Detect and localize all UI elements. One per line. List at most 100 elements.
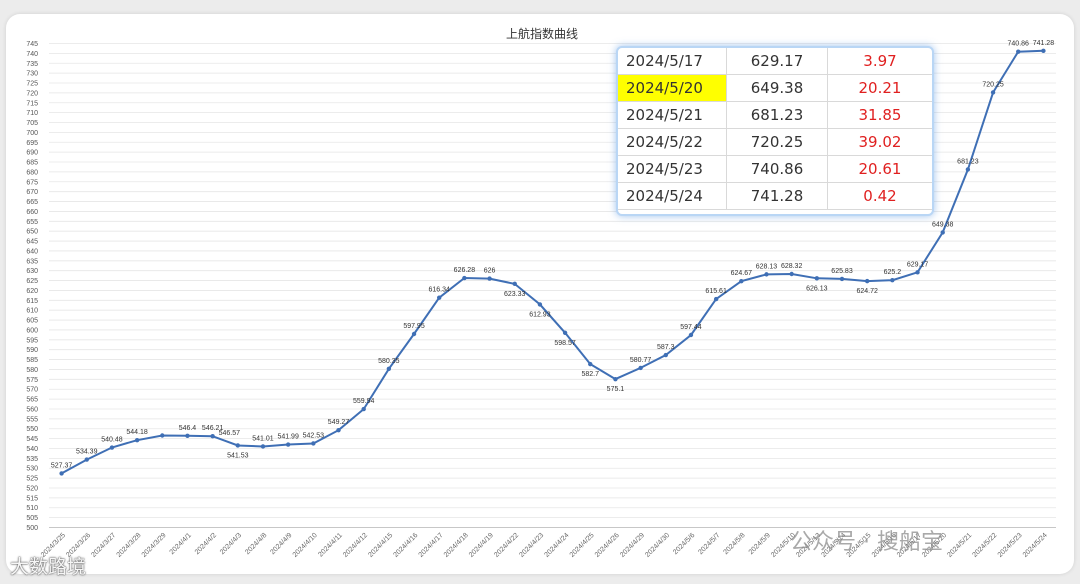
- x-tick-label: 2024/4/29: [619, 532, 646, 559]
- y-tick-label: 570: [26, 387, 38, 394]
- data-point: [789, 271, 794, 277]
- x-tick-label: 2024/3/29: [141, 532, 168, 559]
- inset-change-cell: 3.97: [827, 48, 932, 75]
- data-point: [739, 279, 744, 284]
- data-label: 624.67: [731, 270, 753, 277]
- y-tick-label: 745: [26, 41, 38, 48]
- data-point: [311, 441, 316, 446]
- data-label: 629.17: [907, 261, 929, 268]
- x-tick-label: 2024/4/17: [418, 532, 445, 559]
- x-tick-label: 2024/4/9: [269, 532, 293, 556]
- data-point: [134, 438, 140, 443]
- data-point: [185, 433, 190, 439]
- y-tick-label: 510: [26, 505, 38, 512]
- y-tick-label: 525: [26, 476, 38, 483]
- inset-date-cell: 2024/5/22: [618, 128, 727, 156]
- x-tick-label: 2024/4/11: [317, 532, 344, 559]
- data-point: [915, 270, 920, 275]
- y-tick-label: 695: [26, 140, 38, 147]
- inset-date-cell: 2024/5/23: [618, 155, 727, 183]
- data-label: 549.27: [328, 419, 350, 426]
- data-label: 541.01: [252, 435, 274, 442]
- data-point: [1016, 49, 1021, 54]
- y-tick-label: 535: [26, 456, 38, 463]
- y-tick-label: 520: [26, 485, 38, 492]
- y-tick-label: 710: [26, 110, 38, 117]
- data-point: [990, 90, 996, 95]
- x-tick-label: 2024/5/9: [748, 532, 772, 556]
- y-tick-label: 655: [26, 219, 38, 226]
- data-point: [462, 275, 467, 281]
- inset-row: 2024/5/24 741.28 0.42: [618, 182, 932, 210]
- x-tick-label: 2024/5/7: [697, 532, 721, 556]
- data-label: 720.25: [982, 81, 1004, 88]
- y-tick-label: 590: [26, 347, 38, 354]
- y-tick-label: 540: [26, 446, 38, 453]
- data-points: [59, 48, 1046, 476]
- y-tick-label: 530: [26, 466, 38, 473]
- data-label: 541.99: [277, 434, 299, 441]
- data-label: 628.13: [756, 263, 778, 270]
- data-point: [864, 278, 870, 284]
- data-point: [814, 276, 820, 281]
- data-point: [663, 352, 668, 358]
- y-tick-label: 680: [26, 169, 38, 176]
- data-label: 623.33: [504, 291, 526, 298]
- data-label: 681.23: [957, 158, 979, 165]
- y-tick-label: 645: [26, 239, 38, 246]
- x-tick-label: 2024/5/8: [723, 532, 747, 556]
- data-label: 580.77: [630, 357, 652, 364]
- inset-table: 2024/5/17 629.17 3.97 2024/5/20 649.38 20.21 2…: [616, 46, 934, 216]
- y-tick-label: 620: [26, 288, 38, 295]
- x-tick-label: 2024/4/24: [544, 532, 571, 559]
- y-tick-label: 625: [26, 278, 38, 285]
- chart-title: 上航指数曲线: [506, 26, 578, 41]
- data-point: [588, 361, 593, 367]
- x-tick-label: 2024/5/21: [946, 532, 973, 559]
- y-tick-label: 615: [26, 298, 38, 305]
- data-label: 546.4: [179, 425, 197, 432]
- y-tick-label: 730: [26, 71, 38, 78]
- x-tick-label: 2024/4/26: [594, 532, 621, 559]
- data-point: [839, 276, 845, 282]
- y-tick-label: 550: [26, 426, 38, 433]
- inset-table-grid: 2024/5/17 629.17 3.97 2024/5/20 649.38 20.21 2…: [618, 48, 932, 210]
- inset-row: 2024/5/17 629.17 3.97: [618, 48, 932, 75]
- data-label: 624.72: [856, 288, 878, 295]
- x-tick-label: 2024/4/19: [468, 532, 495, 559]
- inset-change-cell: 31.85: [827, 101, 932, 129]
- data-label: 615.61: [705, 288, 727, 295]
- data-point: [713, 296, 719, 302]
- data-label: 628.32: [781, 263, 803, 270]
- data-point: [638, 365, 643, 371]
- data-point: [437, 295, 442, 300]
- inset-date-cell: 2024/5/20: [618, 74, 727, 102]
- data-label: 649.38: [932, 221, 954, 228]
- x-tick-label: 2024/5/24: [1022, 532, 1049, 559]
- inset-row: 2024/5/22 720.25 39.02: [618, 128, 932, 156]
- y-tick-label: 585: [26, 357, 38, 364]
- y-tick-label: 740: [26, 51, 38, 58]
- data-point: [965, 167, 971, 172]
- inset-change-cell: 20.21: [827, 74, 932, 102]
- data-label: 616.34: [429, 287, 451, 294]
- x-tick-label: 2024/5/6: [672, 532, 696, 556]
- data-point: [84, 457, 89, 462]
- x-tick-label: 2024/4/8: [244, 532, 268, 556]
- data-label: 741.28: [1033, 40, 1055, 47]
- y-tick-label: 505: [26, 515, 38, 522]
- x-tick-label: 2024/4/12: [342, 532, 369, 559]
- y-tick-label: 500: [26, 525, 38, 532]
- data-label: 527.37: [51, 462, 73, 469]
- data-label: 587.3: [657, 344, 675, 351]
- data-label: 534.39: [76, 449, 98, 456]
- data-point: [562, 330, 568, 335]
- inset-change-cell: 39.02: [827, 128, 932, 156]
- x-tick-label: 2024/3/28: [116, 532, 143, 559]
- inset-value-cell: 629.17: [726, 48, 828, 75]
- x-tick-label: 2024/5/22: [971, 532, 998, 559]
- x-tick-label: 2024/4/3: [219, 532, 243, 556]
- data-label: 546.21: [202, 425, 224, 432]
- y-tick-label: 720: [26, 90, 38, 97]
- x-tick-label: 2024/5/23: [997, 532, 1024, 559]
